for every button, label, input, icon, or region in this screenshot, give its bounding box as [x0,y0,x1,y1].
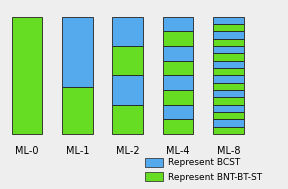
Bar [213,46,244,53]
Text: ML-8: ML-8 [217,146,240,156]
Bar [62,17,93,87]
Legend: Represent BCST, Represent BNT-BT-ST: Represent BCST, Represent BNT-BT-ST [143,156,264,184]
Bar [213,61,244,68]
Bar [213,112,244,119]
Bar [213,83,244,90]
Bar [12,17,42,134]
Bar [213,97,244,105]
Bar [213,127,244,134]
Bar [213,68,244,75]
Bar [213,32,244,39]
Bar [112,75,143,105]
Bar [213,75,244,83]
Bar [112,105,143,134]
Bar [163,32,194,46]
Text: ML-1: ML-1 [66,146,89,156]
Bar [213,53,244,61]
Bar [213,39,244,46]
Bar [112,17,143,46]
Bar [213,24,244,32]
Bar [163,90,194,105]
Bar [163,46,194,61]
Bar [163,105,194,119]
Text: ML-2: ML-2 [116,146,139,156]
Bar [163,119,194,134]
Bar [213,119,244,127]
Bar [163,61,194,75]
Text: ML-4: ML-4 [166,146,190,156]
Bar [62,87,93,134]
Bar [213,105,244,112]
Bar [213,17,244,24]
Bar [112,46,143,75]
Text: ML-0: ML-0 [15,146,39,156]
Bar [163,75,194,90]
Bar [163,17,194,32]
Bar [213,90,244,97]
